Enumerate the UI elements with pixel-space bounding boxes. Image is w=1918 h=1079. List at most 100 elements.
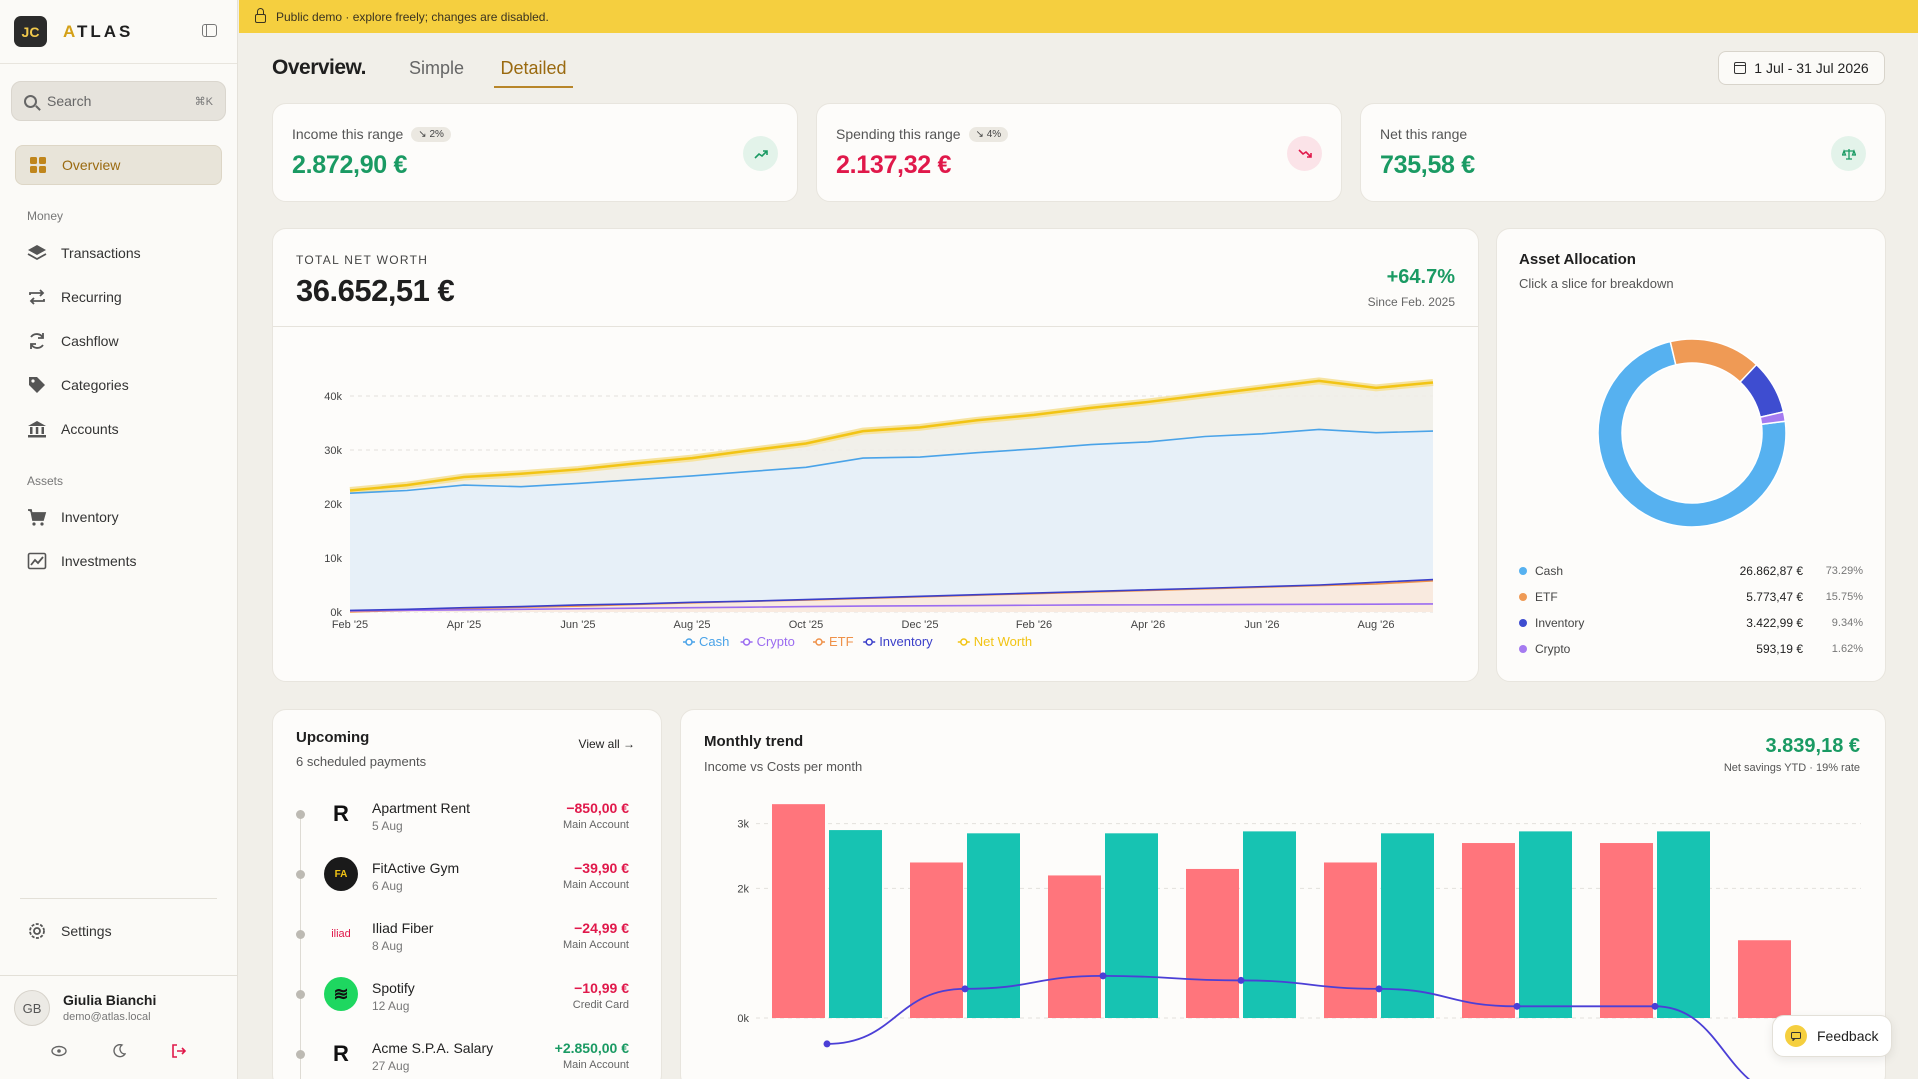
legend-name: Crypto [1535,642,1571,656]
sidebar-item-overview[interactable]: Overview [15,145,222,185]
bar-costs[interactable] [1186,868,1239,1018]
legend-row[interactable]: Inventory 3.422,99 € 9.34% [1519,613,1863,633]
upcoming-item[interactable]: ≋ Spotify 12 Aug −10,99 € Credit Card [273,977,661,1037]
bar-costs[interactable] [1462,843,1515,1018]
bar-income[interactable] [1657,831,1710,1018]
upcoming-item[interactable]: R Acme S.P.A. Salary 27 Aug +2.850,00 € Main… [273,1037,661,1079]
upcoming-item[interactable]: FA FitActive Gym 6 Aug −39,90 € Main Account [273,857,661,917]
x-tick-label: Feb '26 [1016,619,1052,631]
x-tick-label: Feb '25 [332,619,368,631]
layers-icon [27,243,47,263]
sidebar-item-transactions[interactable]: Transactions [15,233,222,273]
allocation-subtitle: Click a slice for breakdown [1519,276,1674,291]
search-input[interactable]: Search ⌘K [11,81,226,121]
net-point[interactable] [961,985,969,993]
sidebar-item-settings[interactable]: Settings [15,911,222,951]
upcoming-subtitle: 6 scheduled payments [296,754,427,769]
net-point[interactable] [1237,976,1245,984]
sidebar-toggle-icon[interactable] [202,24,217,37]
sidebar: JC ATLAS Search ⌘K Overview Money Transa… [0,0,238,1079]
bar-costs[interactable] [1324,862,1377,1018]
bar-costs[interactable] [1600,843,1653,1018]
legend-item[interactable]: ETF [813,634,854,649]
bar-income[interactable] [829,830,882,1018]
sidebar-item-label: Categories [61,377,129,393]
legend-name: Inventory [1535,616,1585,630]
bar-costs[interactable] [1738,940,1791,1018]
net-point[interactable] [823,1040,831,1048]
sidebar-item-cashflow[interactable]: Cashflow [15,321,222,361]
legend-row[interactable]: Cash 26.862,87 € 73.29% [1519,561,1863,581]
legend-item[interactable]: Cash [683,634,729,649]
tag-icon [27,375,47,395]
net-point[interactable] [1375,985,1383,993]
sidebar-item-categories[interactable]: Categories [15,365,222,405]
view-all-link[interactable]: View all → [578,737,635,751]
sidebar-item-accounts[interactable]: Accounts [15,409,222,449]
timeline-dot [296,990,305,999]
trend-up-icon [743,136,778,171]
bar-income[interactable] [1381,833,1434,1018]
date-range-button[interactable]: 1 Jul - 31 Jul 2026 [1718,51,1885,85]
series-line-inventory[interactable] [349,578,1434,612]
bar-income[interactable] [967,833,1020,1018]
y-tick-label: 20k [324,499,342,511]
upcoming-item[interactable]: iliad Iliad Fiber 8 Aug −24,99 € Main Accoun… [273,917,661,977]
legend-dot [1519,645,1527,653]
series-line-cash[interactable] [349,428,1434,494]
legend-item[interactable]: Crypto [740,634,795,649]
allocation-donut[interactable] [1497,319,1887,549]
net-point[interactable] [1513,1002,1521,1010]
sidebar-item-inventory[interactable]: Inventory [15,497,222,537]
item-account: Main Account [562,879,629,891]
moon-icon[interactable] [112,1043,126,1061]
series-area-cash [350,429,1433,612]
series-line-crypto[interactable] [349,603,1434,612]
app-logo[interactable]: JC [14,16,47,47]
net-worth-chart[interactable]: 0k 10k 20k 30k 40k Feb '25 Apr '25 Jun '25 Aug '… [273,326,1480,680]
tab-simple[interactable]: Simple [409,58,465,78]
section-assets: Assets [27,474,64,488]
merchant-logo-icon: iliad [331,928,351,940]
chart-line-icon [27,551,47,571]
legend-pct: 73.29% [1825,565,1863,577]
sidebar-item-label: Settings [61,923,112,939]
sidebar-item-investments[interactable]: Investments [15,541,222,581]
merchant-logo-icon: R [333,801,349,826]
net-point[interactable] [1651,1002,1659,1010]
avatar[interactable]: GB [14,990,50,1026]
bar-income[interactable] [1105,833,1158,1018]
legend-dot [1519,567,1527,575]
legend-row[interactable]: ETF 5.773,47 € 15.75% [1519,587,1863,607]
sidebar-item-label: Cashflow [61,333,119,349]
sidebar-item-recurring[interactable]: Recurring [15,277,222,317]
donut-slice-crypto[interactable] [1759,410,1787,426]
stat-label: Spending this range ↘ 4% [836,126,1009,142]
sidebar-item-label: Investments [61,553,137,569]
user-email: demo@atlas.local [63,1011,151,1023]
legend-item[interactable]: Inventory [863,634,933,649]
net-point[interactable] [1099,972,1107,980]
item-date: 8 Aug [372,939,403,953]
tab-detailed[interactable]: Detailed [494,58,573,88]
legend-dot [1519,593,1527,601]
y-tick-label: 0k [330,607,342,619]
bar-income[interactable] [1243,831,1296,1018]
bar-costs[interactable] [910,862,963,1018]
bar-income[interactable] [1519,831,1572,1018]
donut-slice-cash[interactable] [1597,340,1787,528]
donut-slice-etf[interactable] [1669,338,1758,384]
divider [273,326,1478,327]
eye-icon[interactable] [50,1044,67,1061]
upcoming-item[interactable]: R Apartment Rent 5 Aug −850,00 € Main Accoun… [273,797,661,857]
item-name: Apartment Rent [372,800,471,816]
series-line-net-worth[interactable] [349,379,1434,492]
legend-row[interactable]: Crypto 593,19 € 1.62% [1519,639,1863,659]
search-placeholder: Search [47,93,92,109]
feedback-button[interactable]: Feedback [1772,1015,1892,1057]
bar-costs[interactable] [1048,875,1101,1018]
logout-icon[interactable] [171,1044,187,1061]
bar-costs[interactable] [772,804,825,1018]
monthly-trend-chart[interactable]: -1k0k2k3k5k [681,788,1887,1079]
legend-item[interactable]: Net Worth [957,634,1032,649]
